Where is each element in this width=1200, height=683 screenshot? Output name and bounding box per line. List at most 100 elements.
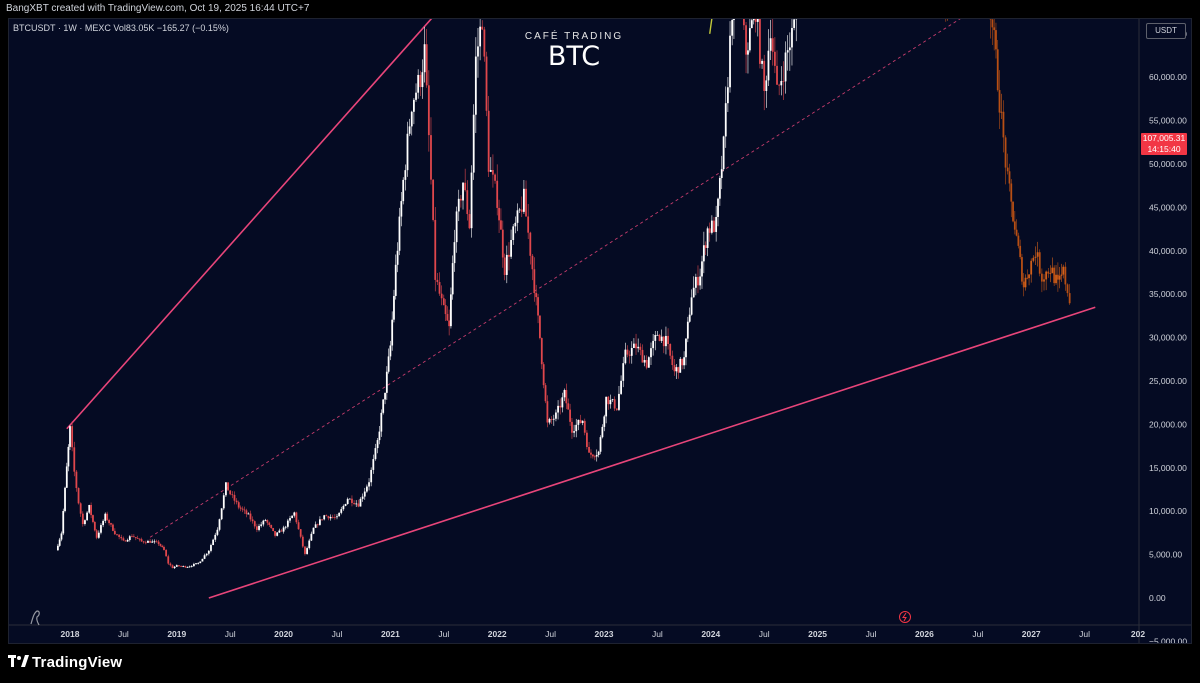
bar-countdown: 14:15:40	[1147, 144, 1181, 154]
candle-body	[64, 487, 66, 512]
x-tick-label: 202	[1131, 629, 1145, 639]
candle-body	[747, 50, 749, 55]
y-tick-label: 5,000.00	[1149, 550, 1182, 560]
candle-body	[756, 19, 759, 22]
candle-body	[501, 229, 504, 258]
candle-body	[131, 536, 133, 538]
candle-body	[567, 403, 570, 410]
candle-body	[95, 530, 98, 538]
projection-candle-body	[1058, 275, 1061, 280]
candle-body	[793, 19, 796, 28]
x-tick-label: 2019	[167, 629, 186, 639]
candle-body	[665, 335, 667, 347]
brand-subtitle: CAFÉ TRADING	[524, 31, 624, 42]
candle-body	[378, 431, 381, 441]
candle-body	[611, 399, 614, 401]
candle-body	[685, 338, 687, 358]
candle-body	[144, 542, 147, 544]
x-tick-label: 2026	[915, 629, 934, 639]
candle-body	[282, 527, 285, 532]
candle-body	[276, 532, 279, 536]
chart-credit-bar: BangXBT created with TradingView.com, Oc…	[0, 0, 1200, 18]
candle-body	[720, 169, 723, 178]
candle-body	[520, 209, 523, 212]
candle-body	[496, 180, 499, 208]
candle-body	[683, 357, 685, 366]
candle-body	[306, 548, 308, 554]
candle-body	[71, 426, 74, 448]
candle-body	[301, 536, 304, 547]
x-tick-label: 2020	[274, 629, 293, 639]
candle-body	[69, 426, 71, 447]
candle-body	[759, 19, 761, 64]
projection-candle-body	[1030, 260, 1033, 275]
candle-body	[73, 447, 76, 472]
candle-body	[425, 44, 428, 86]
candle-body	[643, 359, 646, 363]
candle-body	[227, 482, 229, 491]
candle-body	[503, 257, 506, 275]
candle-body	[417, 74, 420, 93]
candle-body	[704, 245, 707, 248]
candle-body	[186, 567, 189, 569]
projection-candle-body	[1051, 267, 1054, 273]
candle-body	[86, 512, 88, 521]
candle-body	[699, 276, 702, 286]
projection-candle-body	[1026, 277, 1029, 279]
dino-icon	[30, 610, 40, 626]
projection-candle-body	[1010, 183, 1013, 202]
candle-body	[654, 335, 657, 341]
candle-body	[455, 211, 458, 243]
projection-candle-body	[1055, 274, 1057, 284]
y-tick-label: 60,000.00	[1149, 72, 1187, 82]
candle-body	[149, 540, 151, 543]
candle-body	[767, 50, 770, 81]
candle-body	[266, 520, 269, 523]
candle-body	[485, 56, 488, 111]
candle-body	[387, 356, 390, 372]
candle-body	[575, 424, 578, 432]
candle-body	[222, 495, 225, 509]
candle-body	[274, 530, 276, 536]
price-chart[interactable]: 125,000.00120,000.00115,000.00110,000.00…	[9, 19, 1191, 643]
candle-body	[93, 521, 96, 531]
candle-body	[295, 512, 298, 523]
candle-body	[555, 412, 557, 419]
candle-body	[157, 541, 160, 545]
candle-body	[65, 466, 68, 488]
candle-body	[529, 232, 532, 256]
candle-body	[446, 314, 449, 321]
candle-body	[778, 84, 781, 86]
candle-body	[312, 527, 315, 534]
candle-body	[531, 255, 534, 270]
candle-body	[363, 491, 366, 497]
candle-body	[262, 520, 265, 525]
candle-body	[639, 346, 642, 350]
candle-body	[128, 536, 131, 541]
candle-body	[752, 19, 755, 21]
y-tick-label: −5,000.00	[1149, 636, 1187, 643]
candle-body	[84, 520, 86, 525]
candle-body	[370, 469, 373, 483]
candle-body	[153, 541, 156, 543]
candle-body	[483, 29, 486, 57]
candle-body	[451, 263, 454, 295]
candle-body	[430, 135, 432, 180]
candle-body	[188, 566, 191, 568]
candle-body	[559, 405, 562, 408]
candle-body	[155, 541, 158, 543]
candle-body	[92, 515, 94, 522]
candle-body	[773, 51, 776, 66]
chart-area[interactable]: 125,000.00120,000.00115,000.00110,000.00…	[8, 18, 1192, 644]
currency-badge[interactable]: USDT	[1146, 23, 1186, 39]
candle-body	[241, 508, 244, 510]
projection-candle-body	[1036, 252, 1039, 257]
candle-body	[79, 503, 82, 514]
projection-candle-body	[1028, 274, 1030, 279]
candle-body	[406, 133, 409, 171]
x-tick-label: Jul	[332, 629, 343, 639]
candle-body	[138, 538, 141, 540]
candle-body	[308, 540, 311, 549]
candle-body	[169, 563, 172, 566]
candle-body	[729, 35, 731, 88]
